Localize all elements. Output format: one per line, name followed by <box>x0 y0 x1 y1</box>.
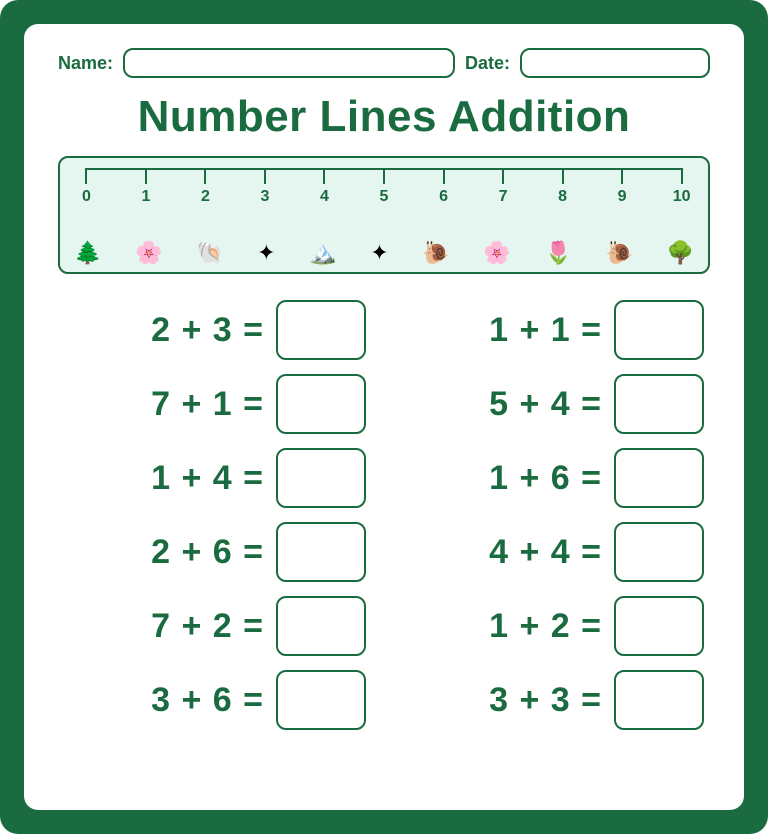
page-title: Number Lines Addition <box>58 92 710 142</box>
tick-6 <box>443 168 445 184</box>
problem-expression: 4 + 4 = <box>489 533 602 572</box>
tick-1 <box>145 168 147 184</box>
problem: 1 + 1 = <box>402 300 704 360</box>
problem: 1 + 6 = <box>402 448 704 508</box>
tick-label-1: 1 <box>141 188 150 206</box>
problem: 3 + 6 = <box>64 670 366 730</box>
problem-expression: 3 + 6 = <box>151 681 264 720</box>
tick-label-7: 7 <box>499 188 508 206</box>
tick-label-4: 4 <box>320 188 329 206</box>
answer-box[interactable] <box>614 670 704 730</box>
deco-icon: ✦ <box>257 242 275 264</box>
deco-icon: ✦ <box>370 242 388 264</box>
tick-label-5: 5 <box>380 188 389 206</box>
deco-icon: 🌸 <box>135 242 162 264</box>
answer-box[interactable] <box>614 300 704 360</box>
problem-expression: 1 + 6 = <box>489 459 602 498</box>
name-field[interactable] <box>123 48 455 78</box>
answer-box[interactable] <box>276 522 366 582</box>
problem: 7 + 1 = <box>64 374 366 434</box>
tick-5 <box>383 168 385 184</box>
tick-7 <box>502 168 504 184</box>
answer-box[interactable] <box>614 448 704 508</box>
answer-box[interactable] <box>276 300 366 360</box>
number-line-ruler: 0 1 2 3 4 5 6 7 8 9 10 <box>74 168 694 210</box>
answer-box[interactable] <box>276 670 366 730</box>
answer-box[interactable] <box>276 596 366 656</box>
deco-icon: 🌷 <box>544 242 571 264</box>
tick-label-9: 9 <box>618 188 627 206</box>
number-line-box: 0 1 2 3 4 5 6 7 8 9 10 🌲 🌸 🐚 ✦ 🏔️ ✦ 🐌 🌸 🌷 🐌 🌳 <box>58 156 710 274</box>
date-field[interactable] <box>520 48 710 78</box>
problems-grid: 2 + 3 = 1 + 1 = 7 + 1 = 5 + 4 = 1 + 4 = 1 + 6… <box>58 300 710 730</box>
name-label: Name: <box>58 53 113 74</box>
problem-expression: 1 + 2 = <box>489 607 602 646</box>
problem: 1 + 2 = <box>402 596 704 656</box>
problem: 2 + 6 = <box>64 522 366 582</box>
tick-10 <box>681 168 683 184</box>
tick-4 <box>323 168 325 184</box>
deco-icon: 🌸 <box>483 242 510 264</box>
deco-icon: 🐌 <box>605 242 632 264</box>
deco-icon: 🐌 <box>422 242 449 264</box>
problem: 3 + 3 = <box>402 670 704 730</box>
tick-label-10: 10 <box>673 188 691 206</box>
deco-icon: 🌳 <box>667 242 694 264</box>
problem-expression: 5 + 4 = <box>489 385 602 424</box>
problem: 2 + 3 = <box>64 300 366 360</box>
deco-icon: 🐚 <box>196 242 223 264</box>
tick-label-2: 2 <box>201 188 210 206</box>
tick-3 <box>264 168 266 184</box>
tick-label-8: 8 <box>558 188 567 206</box>
answer-box[interactable] <box>276 448 366 508</box>
tick-label-0: 0 <box>82 188 91 206</box>
problem: 4 + 4 = <box>402 522 704 582</box>
deco-icon: 🌲 <box>74 242 101 264</box>
tick-0 <box>85 168 87 184</box>
problem-expression: 7 + 1 = <box>151 385 264 424</box>
problem-expression: 1 + 4 = <box>151 459 264 498</box>
tick-9 <box>621 168 623 184</box>
problem: 7 + 2 = <box>64 596 366 656</box>
problem-expression: 3 + 3 = <box>489 681 602 720</box>
answer-box[interactable] <box>614 522 704 582</box>
tick-8 <box>562 168 564 184</box>
answer-box[interactable] <box>614 374 704 434</box>
worksheet-frame: Name: Date: Number Lines Addition 0 1 2 3 4 5… <box>0 0 768 834</box>
problem-expression: 2 + 6 = <box>151 533 264 572</box>
date-label: Date: <box>465 53 510 74</box>
worksheet-sheet: Name: Date: Number Lines Addition 0 1 2 3 4 5… <box>24 24 744 810</box>
problem-expression: 2 + 3 = <box>151 311 264 350</box>
tick-label-3: 3 <box>261 188 270 206</box>
problem: 1 + 4 = <box>64 448 366 508</box>
tick-2 <box>204 168 206 184</box>
problem: 5 + 4 = <box>402 374 704 434</box>
problem-expression: 1 + 1 = <box>489 311 602 350</box>
tick-label-6: 6 <box>439 188 448 206</box>
deco-icon: 🏔️ <box>309 242 336 264</box>
header-row: Name: Date: <box>58 48 710 78</box>
answer-box[interactable] <box>276 374 366 434</box>
answer-box[interactable] <box>614 596 704 656</box>
problem-expression: 7 + 2 = <box>151 607 264 646</box>
decoration-row: 🌲 🌸 🐚 ✦ 🏔️ ✦ 🐌 🌸 🌷 🐌 🌳 <box>74 224 694 264</box>
